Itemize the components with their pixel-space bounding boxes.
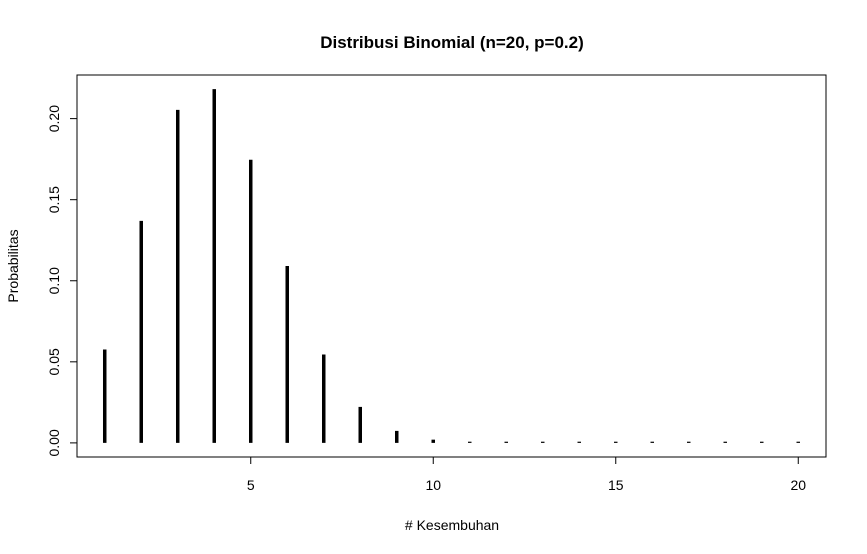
x-tick-label-15: 15 <box>608 477 624 493</box>
y-axis: 0.00 0.05 0.10 0.15 0.20 <box>46 105 78 457</box>
y-tick-label-0.10: 0.10 <box>46 267 62 294</box>
bar-group <box>102 89 801 443</box>
plot-frame <box>76 74 827 458</box>
x-tick-label-10: 10 <box>425 477 441 493</box>
chart-title: Distribusi Binomial (n=20, p=0.2) <box>320 33 584 52</box>
x-axis: 5 10 15 20 <box>247 456 806 493</box>
y-tick-label-0.05: 0.05 <box>46 348 62 375</box>
y-tick-label-0.00: 0.00 <box>46 429 62 456</box>
y-tick-label-0.20: 0.20 <box>46 105 62 132</box>
y-tick-label-0.15: 0.15 <box>46 186 62 213</box>
y-axis-label: Probabilitas <box>5 229 21 302</box>
x-axis-label: # Kesembuhan <box>405 517 499 533</box>
x-tick-label-5: 5 <box>247 477 255 493</box>
x-tick-label-20: 20 <box>790 477 806 493</box>
